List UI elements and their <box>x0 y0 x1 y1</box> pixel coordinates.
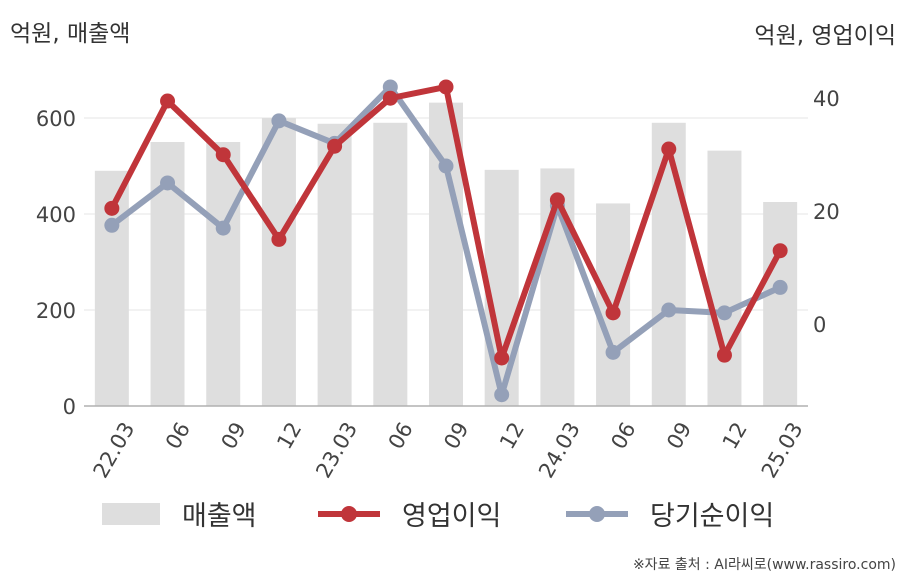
legend-label-operating: 영업이익 <box>402 501 502 532</box>
left-axis-unit: 억원, 매출액 <box>10 21 131 47</box>
net-income-point <box>494 387 510 403</box>
operating-profit-point <box>160 93 176 109</box>
legend-swatch-revenue <box>102 502 160 525</box>
x-tick-label: 09 <box>662 418 696 453</box>
legend-label-revenue: 매출액 <box>182 501 257 532</box>
y-right-tick-label: 40 <box>813 87 840 111</box>
revenue-bar <box>373 122 408 407</box>
net-income-point <box>271 113 287 129</box>
revenue-bar <box>206 142 241 406</box>
operating-profit-point <box>716 347 732 363</box>
operating-profit-point <box>772 243 788 259</box>
x-tick-label: 23.03 <box>311 418 362 482</box>
legend-item-net: 당기순이익 <box>566 494 774 533</box>
net-income-point <box>215 220 231 236</box>
x-tick-label: 22.03 <box>88 418 139 482</box>
revenue-bar <box>261 118 296 406</box>
net-income-point <box>104 217 120 233</box>
y-right-tick-label: 0 <box>813 313 826 337</box>
y-left-tick-label: 0 <box>63 395 76 419</box>
legend: 매출액 영업이익 당기순이익 <box>0 494 908 534</box>
y-left-tick-label: 600 <box>36 107 76 131</box>
operating-profit-point <box>549 192 565 208</box>
net-income-point <box>661 302 677 318</box>
legend-swatch-operating <box>318 503 380 525</box>
legend-label-net: 당기순이익 <box>650 501 775 532</box>
net-income-point <box>716 305 732 321</box>
y-right-tick-label: 20 <box>813 200 840 224</box>
net-income-point <box>438 158 454 174</box>
operating-profit-point <box>661 141 677 157</box>
x-tick-label: 09 <box>439 418 473 453</box>
operating-profit-point <box>271 231 287 247</box>
net-income-point <box>160 175 176 191</box>
x-tick-label: 25.03 <box>757 418 808 482</box>
net-income-point <box>605 344 621 360</box>
net-income-point <box>382 79 398 95</box>
x-tick-label: 06 <box>606 418 640 453</box>
x-tick-label: 06 <box>384 418 418 453</box>
x-tick-label: 12 <box>272 418 306 453</box>
legend-item-operating: 영업이익 <box>318 494 501 533</box>
y-left-tick-label: 200 <box>36 299 76 323</box>
source-note: ※자료 출처 : AI라씨로(www.rassiro.com) <box>632 557 896 573</box>
revenue-bar <box>763 202 798 406</box>
operating-profit-point <box>605 305 621 321</box>
operating-profit-point <box>382 90 398 106</box>
x-tick-label: 24.03 <box>534 418 585 482</box>
operating-profit-point <box>438 79 454 95</box>
net-income-point <box>772 279 788 295</box>
x-tick-label: 06 <box>161 418 195 453</box>
x-tick-label: 12 <box>495 418 529 453</box>
operating-profit-point <box>215 147 231 163</box>
right-axis-unit: 억원, 영업이익 <box>754 23 896 49</box>
revenue-bar <box>651 122 686 407</box>
operating-profit-point <box>327 138 343 154</box>
x-tick-label: 09 <box>217 418 251 453</box>
y-left-tick-label: 400 <box>36 203 76 227</box>
x-tick-label: 12 <box>718 418 752 453</box>
legend-item-revenue: 매출액 <box>102 494 257 533</box>
operating-profit-point <box>104 200 120 216</box>
operating-profit-point <box>494 350 510 366</box>
legend-swatch-net <box>566 503 628 525</box>
revenue-bar <box>707 150 742 406</box>
